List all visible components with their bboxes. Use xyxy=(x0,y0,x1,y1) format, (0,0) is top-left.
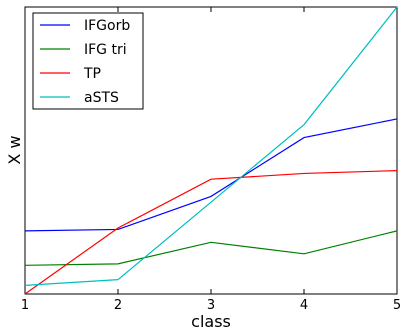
series-line-tp xyxy=(24,169,398,295)
legend-label: IFGorb xyxy=(84,18,130,34)
x-axis-label: class xyxy=(191,312,231,331)
x-tick-label: 5 xyxy=(393,298,401,313)
x-tick-label: 1 xyxy=(21,298,29,313)
legend-label: IFG tri xyxy=(84,42,127,58)
legend-label: TP xyxy=(83,66,101,82)
y-axis-label: X w xyxy=(5,135,24,164)
series-line-ifg-tri xyxy=(24,230,398,266)
series-lines xyxy=(24,6,398,295)
x-ticks: 1 2 3 4 5 xyxy=(21,7,401,313)
legend-label: aSTS xyxy=(84,90,119,106)
x-tick-label: 2 xyxy=(114,298,122,313)
series-line-ifgorb xyxy=(24,118,398,232)
legend-box xyxy=(32,12,144,110)
legend: IFGorb IFG tri TP aSTS xyxy=(32,12,144,110)
x-tick-label: 3 xyxy=(207,298,215,313)
x-tick-label: 4 xyxy=(300,298,308,313)
series-line-asts xyxy=(24,6,398,286)
